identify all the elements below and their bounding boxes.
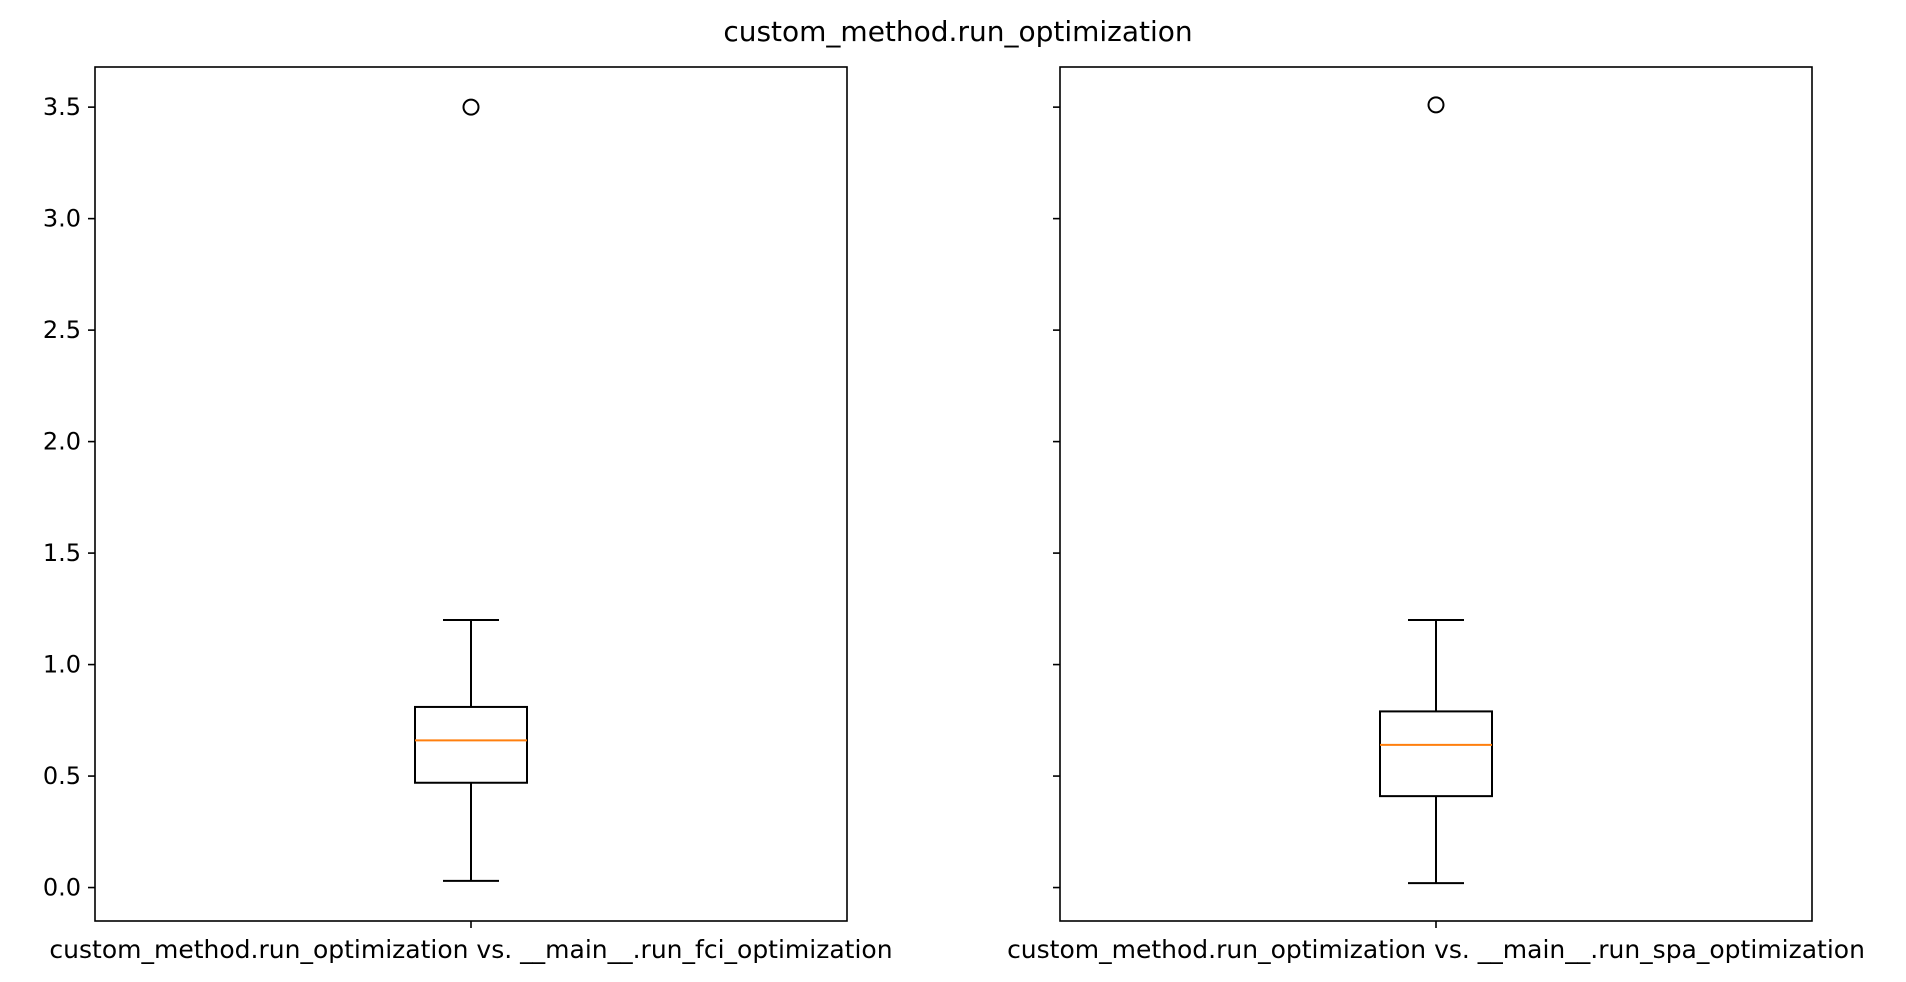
boxplot: [1379, 96, 1493, 885]
boxplot: [414, 98, 528, 882]
y-tick-label: 3.5: [43, 93, 81, 121]
subplots: 0.0 0.5 1.0 1.5 2.0 2.5 3.0 3.5 custom_method.ru…: [43, 66, 1865, 964]
y-tick-label: 0.5: [43, 762, 81, 790]
y-tick-label: 2.5: [43, 316, 81, 344]
y-tick-label: 3.0: [43, 205, 81, 233]
figure-title: custom_method.run_optimization: [723, 15, 1192, 48]
y-tick-label: 1.5: [43, 539, 81, 567]
y-tick-label: 1.0: [43, 651, 81, 679]
iqr-box: [1379, 710, 1493, 798]
y-tick-label: 2.0: [43, 428, 81, 456]
x-tick-label: custom_method.run_optimization vs. __mai…: [49, 935, 892, 964]
x-tick-label: custom_method.run_optimization vs. __mai…: [1007, 935, 1865, 964]
subplot-1: 0.0 0.5 1.0 1.5 2.0 2.5 3.0 3.5 custom_method.ru…: [43, 66, 893, 964]
subplot-2: custom_method.run_optimization vs. __mai…: [1007, 66, 1865, 964]
outlier-point: [1427, 96, 1445, 114]
iqr-box: [414, 705, 528, 784]
outlier-point: [462, 98, 480, 116]
y-tick-label: 0.0: [43, 874, 81, 902]
